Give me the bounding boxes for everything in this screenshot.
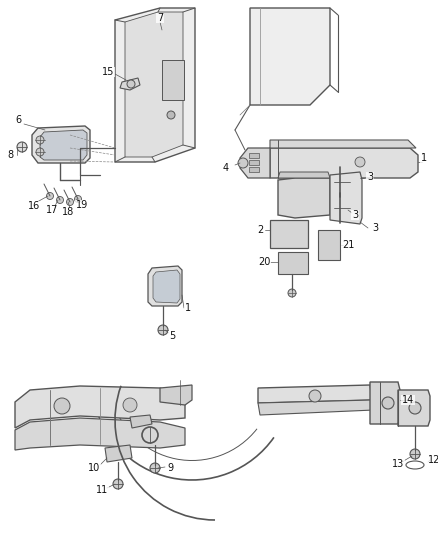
- Circle shape: [127, 80, 135, 88]
- Bar: [249, 160, 259, 165]
- Polygon shape: [250, 8, 330, 105]
- Circle shape: [288, 289, 296, 297]
- Polygon shape: [270, 148, 418, 178]
- Text: 8: 8: [7, 150, 13, 160]
- Text: 1: 1: [421, 153, 427, 163]
- Circle shape: [17, 142, 27, 152]
- Circle shape: [167, 111, 175, 119]
- Text: 6: 6: [15, 115, 21, 125]
- Circle shape: [409, 402, 421, 414]
- Text: 21: 21: [342, 240, 354, 250]
- Text: 1: 1: [185, 303, 191, 313]
- Text: 17: 17: [46, 205, 58, 215]
- Bar: [249, 167, 259, 172]
- Polygon shape: [130, 415, 152, 428]
- Text: 10: 10: [88, 463, 100, 473]
- Text: 14: 14: [402, 395, 414, 405]
- Text: 13: 13: [392, 459, 404, 469]
- Polygon shape: [15, 418, 185, 450]
- Circle shape: [150, 463, 160, 473]
- Polygon shape: [330, 172, 362, 224]
- Polygon shape: [125, 12, 183, 157]
- Polygon shape: [258, 400, 374, 415]
- Text: 5: 5: [169, 331, 175, 341]
- Circle shape: [46, 192, 53, 199]
- Text: 20: 20: [258, 257, 270, 267]
- Circle shape: [335, 177, 345, 187]
- Bar: [249, 153, 259, 158]
- Polygon shape: [270, 140, 416, 148]
- Circle shape: [410, 449, 420, 459]
- Polygon shape: [370, 382, 400, 424]
- Polygon shape: [32, 126, 90, 163]
- Circle shape: [309, 390, 321, 402]
- Bar: [318, 230, 340, 260]
- Polygon shape: [148, 266, 182, 306]
- Bar: [162, 60, 184, 100]
- Circle shape: [158, 325, 168, 335]
- Polygon shape: [278, 178, 330, 218]
- Polygon shape: [40, 130, 87, 160]
- Circle shape: [123, 398, 137, 412]
- Text: 3: 3: [352, 210, 358, 220]
- Circle shape: [57, 197, 64, 204]
- Circle shape: [36, 136, 44, 144]
- Polygon shape: [398, 390, 430, 426]
- Circle shape: [67, 198, 74, 206]
- Circle shape: [54, 398, 70, 414]
- Text: 16: 16: [28, 201, 40, 211]
- Bar: [278, 252, 308, 274]
- Text: 4: 4: [223, 163, 229, 173]
- Polygon shape: [115, 8, 195, 162]
- Circle shape: [355, 157, 365, 167]
- Circle shape: [335, 203, 345, 213]
- Polygon shape: [153, 270, 180, 303]
- Text: 18: 18: [62, 207, 74, 217]
- Text: 7: 7: [157, 13, 163, 23]
- Polygon shape: [120, 78, 140, 90]
- Text: 19: 19: [76, 200, 88, 210]
- Circle shape: [382, 397, 394, 409]
- Circle shape: [238, 158, 248, 168]
- Circle shape: [74, 196, 81, 203]
- Circle shape: [36, 148, 44, 156]
- Bar: [270, 220, 308, 248]
- Polygon shape: [15, 386, 185, 428]
- Polygon shape: [258, 385, 372, 403]
- Polygon shape: [105, 445, 132, 462]
- Polygon shape: [160, 385, 192, 405]
- Text: 15: 15: [102, 67, 114, 77]
- Text: 2: 2: [257, 225, 263, 235]
- Polygon shape: [278, 172, 330, 178]
- Text: 12: 12: [428, 455, 438, 465]
- Text: 11: 11: [96, 485, 108, 495]
- Text: 3: 3: [372, 223, 378, 233]
- Text: 9: 9: [167, 463, 173, 473]
- Polygon shape: [240, 148, 270, 178]
- Text: 3: 3: [367, 172, 373, 182]
- Circle shape: [113, 479, 123, 489]
